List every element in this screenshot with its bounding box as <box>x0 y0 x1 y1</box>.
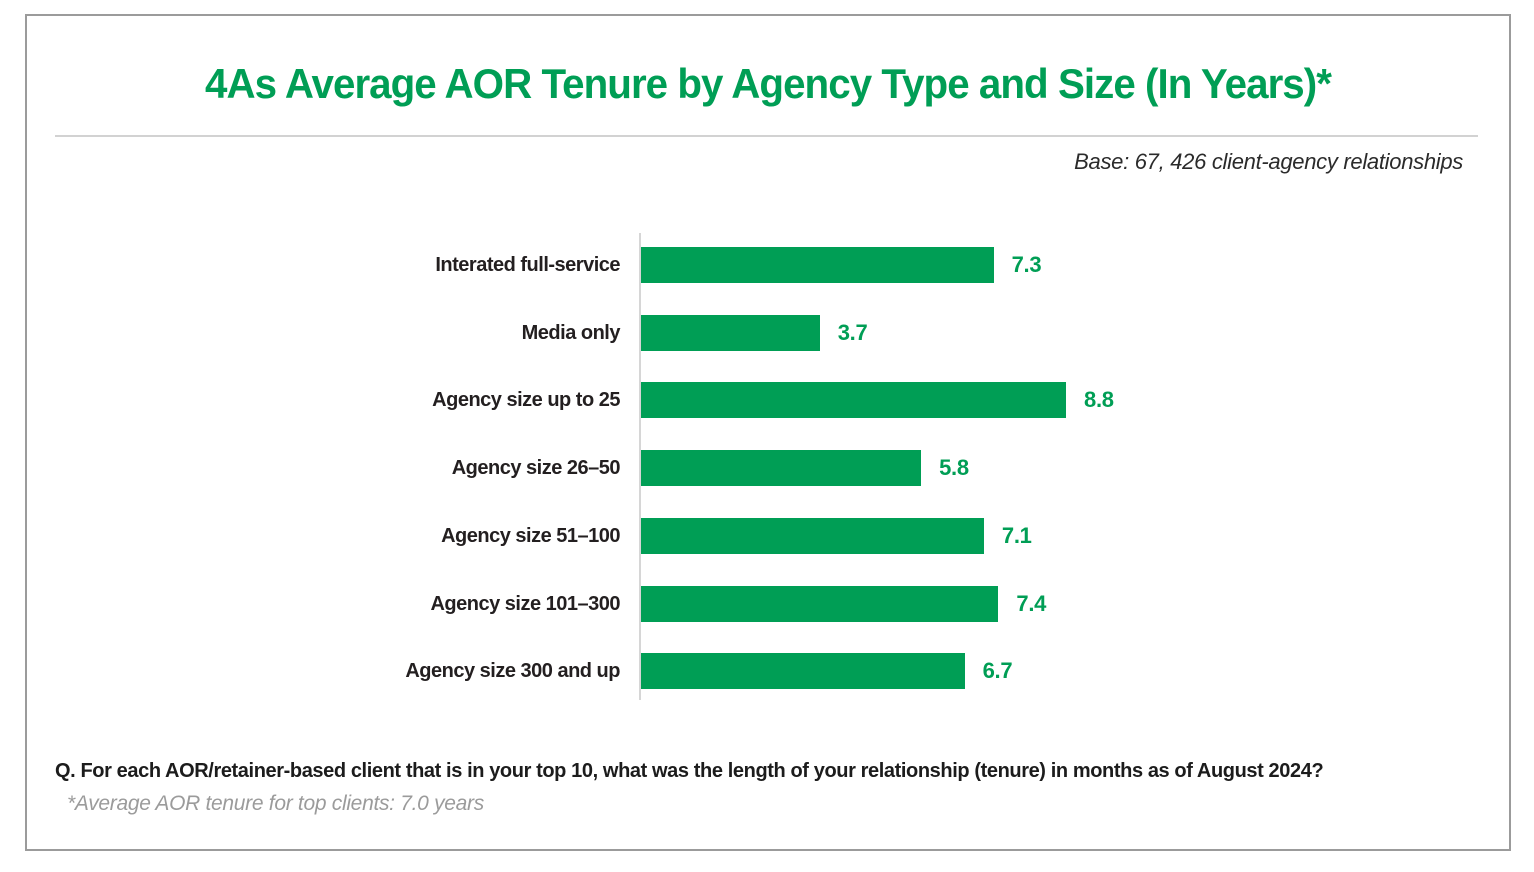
title-divider <box>55 135 1478 137</box>
y-axis-line <box>639 233 641 700</box>
bar <box>641 517 984 554</box>
value-label: 5.8 <box>939 455 969 481</box>
value-label: 6.7 <box>982 658 1013 684</box>
bar <box>641 314 820 351</box>
category-label: Agency size 51–100 <box>441 524 620 547</box>
category-label: Agency size up to 25 <box>432 389 620 412</box>
bar <box>641 585 999 622</box>
bar-row: Media only 3.7 <box>27 314 1509 351</box>
category-label: Agency size 26–50 <box>451 457 621 480</box>
value-label: 8.8 <box>1084 387 1114 413</box>
survey-question: Q. For each AOR/retainer-based client th… <box>55 760 1324 782</box>
chart-card: 4As Average AOR Tenure by Agency Type an… <box>25 14 1511 851</box>
bar <box>641 247 994 283</box>
bar-row: Agency size up to 25 8.8 <box>27 382 1509 419</box>
value-label: 7.4 <box>1016 590 1047 616</box>
bar-row: Interated full-service 7.3 <box>27 247 1509 283</box>
footnote: *Average AOR tenure for top clients: 7.0… <box>67 792 484 815</box>
value-label: 3.7 <box>837 319 868 345</box>
bar <box>641 653 965 690</box>
category-label: Agency size 101–300 <box>430 592 620 615</box>
category-label: Agency size 300 and up <box>405 660 620 683</box>
category-label: Interated full-service <box>435 254 620 276</box>
bar-chart: Interated full-service 7.3 Media only 3.7 Ag… <box>27 16 1509 849</box>
value-label: 7.3 <box>1011 252 1042 277</box>
bar-row: Agency size 300 and up 6.7 <box>27 653 1509 690</box>
bar <box>641 382 1067 419</box>
chart-title: 4As Average AOR Tenure by Agency Type an… <box>205 60 1332 107</box>
bar-row: Agency size 26–50 5.8 <box>27 450 1509 487</box>
base-note: Base: 67, 426 client-agency relationship… <box>1074 149 1463 174</box>
category-label: Media only <box>521 321 621 344</box>
bar-row: Agency size 101–300 7.4 <box>27 585 1509 622</box>
bar-row: Agency size 51–100 7.1 <box>27 517 1509 554</box>
bar <box>641 450 922 487</box>
value-label: 7.1 <box>1001 522 1032 548</box>
